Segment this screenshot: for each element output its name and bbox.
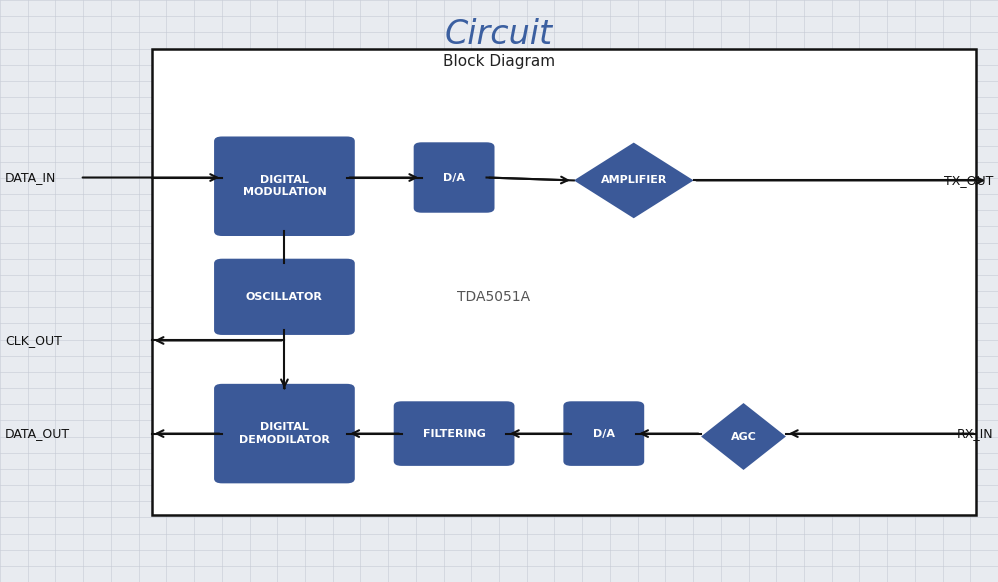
Text: CLK_OUT: CLK_OUT xyxy=(5,334,62,347)
FancyBboxPatch shape xyxy=(393,402,515,466)
FancyBboxPatch shape xyxy=(214,384,355,483)
Text: DATA_OUT: DATA_OUT xyxy=(5,427,70,440)
Text: DIGITAL
MODULATION: DIGITAL MODULATION xyxy=(243,175,326,197)
Text: TX_OUT: TX_OUT xyxy=(944,174,993,187)
FancyBboxPatch shape xyxy=(413,143,495,213)
FancyBboxPatch shape xyxy=(214,137,355,236)
Text: D/A: D/A xyxy=(443,172,465,183)
FancyBboxPatch shape xyxy=(214,258,355,335)
Text: DIGITAL
DEMODILATOR: DIGITAL DEMODILATOR xyxy=(239,423,330,445)
Text: AGC: AGC xyxy=(731,431,756,442)
Text: AMPLIFIER: AMPLIFIER xyxy=(601,175,667,186)
Text: DATA_IN: DATA_IN xyxy=(5,171,56,184)
Text: FILTERING: FILTERING xyxy=(422,428,486,439)
Text: OSCILLATOR: OSCILLATOR xyxy=(246,292,323,302)
FancyBboxPatch shape xyxy=(563,402,644,466)
Text: TDA5051A: TDA5051A xyxy=(457,290,531,304)
Text: Circuit: Circuit xyxy=(445,19,553,51)
FancyBboxPatch shape xyxy=(152,49,976,515)
Text: Block Diagram: Block Diagram xyxy=(443,54,555,69)
Text: D/A: D/A xyxy=(593,428,615,439)
Text: RX_IN: RX_IN xyxy=(956,427,993,440)
Polygon shape xyxy=(574,143,694,218)
Polygon shape xyxy=(701,403,785,470)
